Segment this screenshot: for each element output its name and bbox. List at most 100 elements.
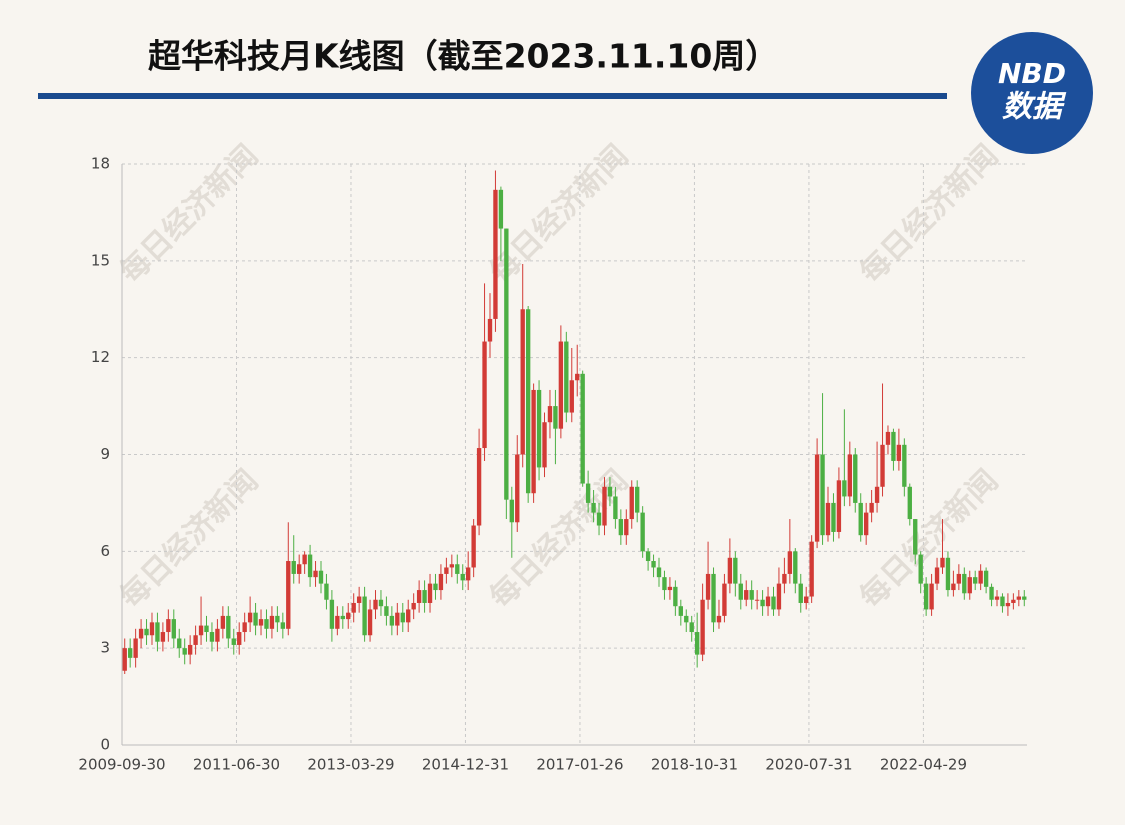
- candle-body: [891, 431, 896, 461]
- candle-body: [923, 583, 929, 610]
- candle-body: [302, 554, 307, 565]
- candle-body: [449, 564, 455, 568]
- candle-body: [869, 502, 874, 513]
- candle-body: [700, 599, 705, 655]
- y-tick-label: 0: [100, 736, 110, 754]
- candle-body: [329, 599, 335, 629]
- candle-body: [618, 519, 624, 536]
- candle-body: [825, 502, 831, 536]
- candle-body: [438, 573, 444, 591]
- candle-body: [198, 625, 204, 636]
- candle-body: [667, 586, 673, 591]
- candle-body: [722, 583, 727, 616]
- candle-body: [940, 557, 945, 568]
- candle-body: [782, 573, 787, 584]
- candle-body: [466, 567, 471, 581]
- title-rule: [38, 93, 947, 99]
- candle-body: [918, 554, 923, 584]
- candle-body: [531, 389, 536, 494]
- candle-body: [247, 612, 253, 623]
- candle-body: [689, 622, 694, 633]
- x-tick-label: 2014-12-31: [422, 756, 509, 774]
- x-tick-label: 2020-07-31: [765, 756, 852, 774]
- candle-body: [297, 564, 302, 574]
- candle-body: [863, 512, 869, 536]
- candle-body: [416, 590, 422, 603]
- candle-body: [809, 541, 814, 597]
- y-tick-label: 9: [100, 445, 110, 463]
- candle-body: [318, 570, 324, 584]
- y-tick-label: 12: [91, 348, 110, 366]
- candle-body: [149, 622, 155, 636]
- candle-body: [166, 619, 171, 633]
- candle-body: [738, 583, 743, 600]
- candle-body: [237, 632, 242, 645]
- candle-body: [913, 519, 918, 555]
- candle-body: [585, 483, 591, 503]
- candle-body: [275, 615, 280, 623]
- candle-body: [711, 573, 716, 623]
- candle-body: [193, 635, 198, 645]
- x-tick-label: 2017-01-26: [536, 756, 623, 774]
- candle-body: [1011, 599, 1016, 603]
- logo-subtext: 数据: [1002, 90, 1067, 125]
- candle-body: [847, 454, 852, 497]
- candle-body: [313, 570, 318, 578]
- x-tick-label: 2013-03-29: [307, 756, 394, 774]
- candle-body: [678, 606, 683, 616]
- candle-body: [1016, 596, 1022, 600]
- candle-body: [351, 602, 356, 613]
- x-tick-label: 2022-04-29: [880, 756, 967, 774]
- candle-body: [144, 628, 149, 636]
- candle-body: [215, 628, 220, 642]
- y-tick-label: 18: [91, 155, 110, 173]
- candle-body: [874, 486, 880, 503]
- candle-body: [934, 567, 940, 584]
- candle-body: [973, 577, 978, 584]
- candle-body: [673, 586, 678, 607]
- candle-body: [373, 599, 378, 610]
- candle-body: [177, 638, 182, 649]
- candle-body: [411, 602, 416, 610]
- candle-body: [433, 583, 438, 591]
- candle-body: [662, 577, 667, 591]
- candle-body: [422, 590, 427, 603]
- candle-body: [760, 599, 765, 607]
- candle-body: [902, 444, 907, 487]
- candle-body: [280, 622, 286, 629]
- candle-body: [842, 480, 847, 497]
- candle-body: [645, 551, 651, 562]
- x-tick-label: 2009-09-30: [78, 756, 165, 774]
- candle-body: [291, 561, 296, 574]
- candle-body: [460, 573, 465, 581]
- candle-body: [346, 612, 351, 620]
- candle-body: [896, 444, 902, 461]
- candle-body: [804, 596, 809, 603]
- candle-body: [209, 632, 215, 642]
- candle-body: [978, 570, 983, 584]
- candle-body: [269, 615, 275, 629]
- candle-body: [962, 573, 967, 594]
- candle-body: [967, 577, 972, 594]
- candle-body: [831, 502, 836, 532]
- x-tick-label: 2011-06-30: [193, 756, 280, 774]
- candle-body: [564, 341, 569, 413]
- candle-body: [885, 431, 891, 445]
- logo: [971, 32, 1093, 154]
- candle-body: [498, 189, 504, 229]
- candle-body: [776, 583, 782, 610]
- candle-body: [509, 499, 514, 523]
- candle-body: [493, 189, 498, 319]
- candle-body: [951, 583, 956, 591]
- candle-body: [836, 480, 842, 532]
- candle-body: [444, 567, 449, 574]
- candle-body: [640, 512, 645, 552]
- candle-body: [204, 625, 209, 633]
- y-tick-label: 15: [91, 251, 110, 269]
- candle-body: [613, 496, 618, 520]
- candle-body: [258, 619, 264, 626]
- candle-body: [335, 615, 340, 629]
- candle-body: [138, 628, 144, 639]
- candle-body: [569, 380, 574, 413]
- candle-body: [754, 599, 760, 601]
